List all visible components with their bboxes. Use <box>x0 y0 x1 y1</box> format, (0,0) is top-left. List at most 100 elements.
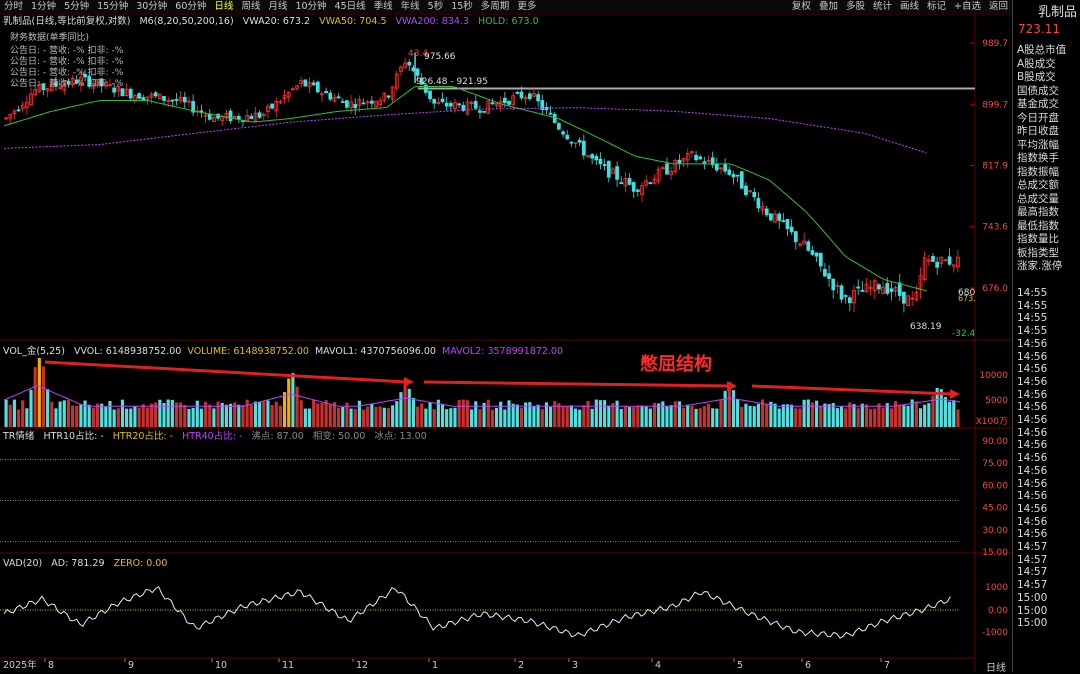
tab-12[interactable]: 年线 <box>400 1 420 12</box>
volume-bar <box>906 405 910 427</box>
volume-bar <box>848 402 852 427</box>
volume-bar <box>337 407 341 427</box>
volume-bar <box>332 402 337 427</box>
volume-bar <box>694 408 698 427</box>
volume-bar <box>345 402 349 427</box>
volume-bar <box>756 403 760 427</box>
candle-body <box>224 113 229 119</box>
time-entry: 14:56 <box>1017 502 1048 515</box>
candle-body <box>773 213 777 223</box>
sidebar-item-12[interactable]: 最高指数 <box>1017 206 1059 218</box>
volume-bar <box>87 404 91 427</box>
volume-bar <box>54 408 58 427</box>
trend-arrow-1-head <box>404 377 414 387</box>
tool-4[interactable]: 画线 <box>899 1 919 12</box>
sidebar-item-0[interactable]: A股总市值 <box>1017 44 1067 56</box>
candle-body <box>103 82 108 87</box>
time-entry: 14:56 <box>1017 388 1048 401</box>
tab-10[interactable]: 45日线 <box>334 1 366 12</box>
tool-5[interactable]: 标记 <box>927 1 947 12</box>
sidebar-item-1[interactable]: A股成交 <box>1017 57 1056 70</box>
tab-0[interactable]: 分时 <box>4 1 24 12</box>
sidebar-item-2[interactable]: B股成交 <box>1017 71 1056 83</box>
volume-bar <box>353 409 357 427</box>
volume-bar <box>312 399 316 427</box>
tab-7[interactable]: 周线 <box>241 1 261 12</box>
sidebar-item-16[interactable]: 涨家.涨停 <box>1017 260 1063 272</box>
volume-bar <box>199 408 204 427</box>
candle-body <box>303 79 308 87</box>
tool-3[interactable]: 统计 <box>872 1 892 12</box>
tool-0[interactable]: 复权 <box>791 1 811 12</box>
tab-5[interactable]: 60分钟 <box>175 1 207 12</box>
volume-bar <box>141 404 145 427</box>
tool-7[interactable]: 返回 <box>988 1 1008 12</box>
volume-bar <box>702 406 706 427</box>
volume-bar <box>162 403 166 427</box>
tab-3[interactable]: 15分钟 <box>97 1 129 12</box>
tab-14[interactable]: 15秒 <box>451 1 473 12</box>
mavol1-value: MAVOL1: 4370756096.00 <box>314 346 436 357</box>
tool-1[interactable]: 叠加 <box>818 1 838 12</box>
tab-2[interactable]: 5分钟 <box>64 1 90 12</box>
volume-bar <box>391 405 395 427</box>
time-entry: 14:56 <box>1017 490 1048 503</box>
tab-13[interactable]: 5秒 <box>427 1 444 12</box>
sidebar-item-11[interactable]: 总成交量 <box>1017 192 1059 205</box>
tab-8[interactable]: 月线 <box>268 1 288 12</box>
candle-body <box>187 100 191 103</box>
volume-bar <box>590 408 594 427</box>
sidebar-item-10[interactable]: 总成交额 <box>1017 179 1059 191</box>
tr-axis-label: 30.00 <box>982 526 1008 536</box>
candle-body <box>166 99 171 102</box>
volume-bar <box>889 408 893 427</box>
volume-bar <box>12 399 16 427</box>
sidebar-item-4[interactable]: 基金成交 <box>1017 98 1059 110</box>
sidebar-item-6[interactable]: 昨日收盘 <box>1017 125 1059 137</box>
volume-bar <box>303 408 307 427</box>
volume-bar <box>258 401 262 427</box>
candle-body <box>29 93 33 106</box>
volume-bar <box>374 407 378 427</box>
sidebar-item-3[interactable]: 国债成交 <box>1017 84 1059 97</box>
sidebar-item-13[interactable]: 最低指数 <box>1017 219 1059 232</box>
sidebar-item-14[interactable]: 指数量比 <box>1017 233 1059 245</box>
volume-bar <box>112 409 116 427</box>
candle-body <box>299 80 304 84</box>
volume-bar <box>910 399 914 427</box>
tab-11[interactable]: 季线 <box>373 1 393 12</box>
tool-2[interactable]: 多股 <box>845 1 865 12</box>
candle-body <box>710 157 715 166</box>
candle-body <box>577 139 582 143</box>
time-entry: 14:56 <box>1017 439 1048 452</box>
volume-bar <box>673 401 677 427</box>
candle-body <box>349 101 353 109</box>
volume-bar <box>686 404 690 427</box>
sidebar-item-7[interactable]: 平均涨幅 <box>1017 138 1059 151</box>
sidebar-item-8[interactable]: 指数换手 <box>1017 152 1059 164</box>
tool-6[interactable]: +自选 <box>954 1 981 12</box>
candle-body <box>690 151 694 154</box>
candle-body <box>448 103 453 107</box>
financial-row: 公告日: - 营收: -% 扣非: -% <box>10 46 124 56</box>
tab-15[interactable]: 多周期 <box>480 1 510 12</box>
tab-4[interactable]: 30分钟 <box>136 1 168 12</box>
close-tag-2: 673. <box>958 294 976 303</box>
sidebar-item-15[interactable]: 板指类型 <box>1017 246 1059 259</box>
volume-bar <box>640 405 644 427</box>
candle-body <box>124 88 129 96</box>
sidebar-item-5[interactable]: 今日开盘 <box>1017 111 1059 124</box>
candle-body <box>885 283 890 294</box>
htr20-value: HTR20占比: - <box>112 431 174 442</box>
tab-1[interactable]: 1分钟 <box>31 1 57 12</box>
candle-body <box>939 256 944 264</box>
sidebar-item-9[interactable]: 指数振幅 <box>1017 165 1059 178</box>
tab-16[interactable]: 更多 <box>517 1 537 12</box>
candle-body <box>174 98 179 101</box>
tab-6[interactable]: 日线 <box>214 1 234 12</box>
tab-9[interactable]: 10分钟 <box>295 1 327 12</box>
volume-bar <box>607 405 611 427</box>
candle-body <box>623 177 628 187</box>
volume-bar <box>528 402 532 427</box>
